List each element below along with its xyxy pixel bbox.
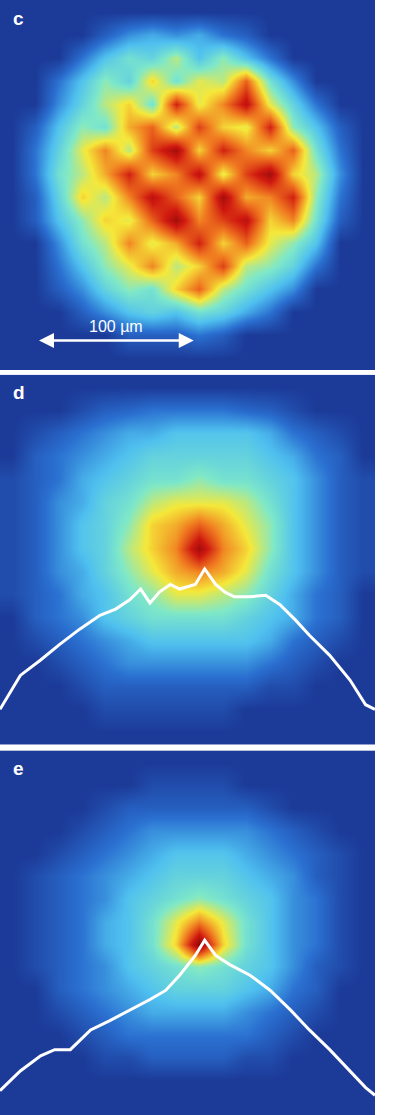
svg-text:e: e: [13, 758, 24, 779]
svg-text:c: c: [13, 8, 24, 29]
svg-text:d: d: [13, 382, 25, 403]
svg-text:100 µm: 100 µm: [89, 318, 143, 335]
